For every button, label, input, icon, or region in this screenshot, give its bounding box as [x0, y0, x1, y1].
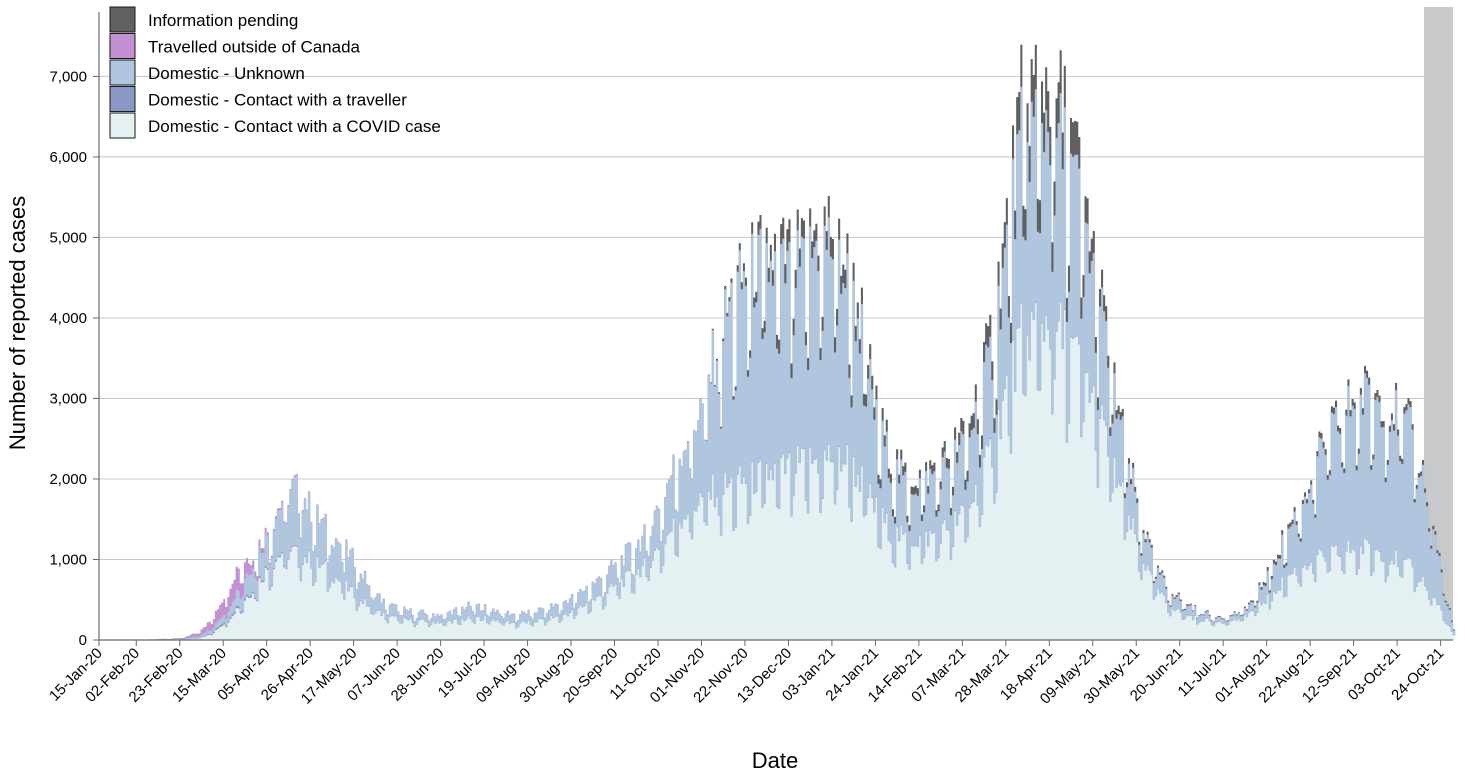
y-tick-label-5000: 5,000 [49, 229, 87, 246]
stacked-area-series [99, 44, 1456, 641]
y-tick-label-4000: 4,000 [49, 310, 87, 327]
legend: Information pending Travelled outside of … [109, 6, 441, 139]
legend-swatch-0 [109, 6, 136, 33]
series-information-pending [99, 44, 1456, 640]
y-tick-label-7000: 7,000 [49, 68, 87, 85]
legend-swatch-2 [109, 59, 136, 86]
y-tick-label-6000: 6,000 [49, 149, 87, 166]
y-tick-label-2000: 2,000 [49, 471, 87, 488]
series-domestic-contact-with-a-covid-case [99, 302, 1456, 640]
y-axis-title: Number of reported cases [5, 196, 30, 450]
legend-label-0: Information pending [148, 11, 298, 30]
series-travelled-outside-of-canada [99, 86, 1456, 640]
legend-label-1: Travelled outside of Canada [148, 38, 361, 57]
y-tick-labels: 0 1,000 2,000 3,000 4,000 5,000 6,000 7,000 [49, 68, 87, 649]
axes [93, 12, 1453, 646]
legend-label-3: Domestic - Contact with a traveller [148, 91, 407, 110]
y-tick-label-0: 0 [79, 632, 87, 649]
x-tick-labels: 15-Jan-2002-Feb-2023-Feb-2015-Mar-2005-A… [46, 645, 1447, 708]
legend-label-4: Domestic - Contact with a COVID case [148, 117, 441, 136]
legend-swatch-4 [109, 112, 136, 139]
y-tick-label-1000: 1,000 [49, 551, 87, 568]
legend-swatch-1 [109, 33, 136, 59]
y-tick-label-3000: 3,000 [49, 390, 87, 407]
legend-swatch-3 [109, 86, 136, 112]
legend-label-2: Domestic - Unknown [148, 64, 305, 83]
x-axis-title: Date [752, 748, 798, 773]
